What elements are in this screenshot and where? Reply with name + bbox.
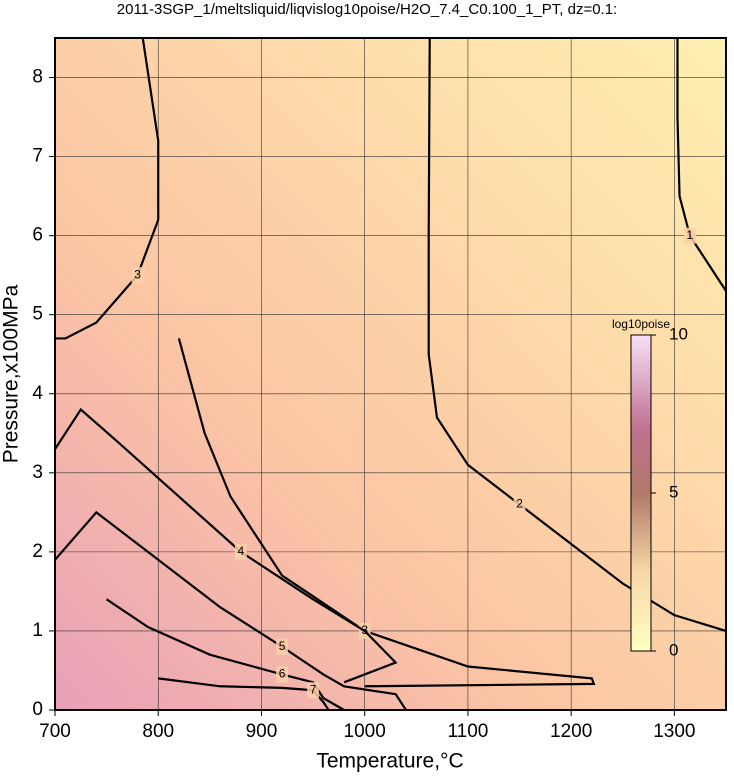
grid	[54, 38, 726, 711]
y-tick-label: 7	[32, 146, 43, 167]
y-tick-label: 5	[32, 304, 43, 325]
contour-label: 6	[279, 667, 286, 681]
plot-frame	[54, 37, 727, 711]
y-tick-label: 3	[32, 462, 43, 483]
contour-label-bg	[513, 496, 526, 513]
colorbar-scale	[630, 334, 652, 652]
colorbar-tick-label: 5	[669, 482, 678, 501]
x-tick-label: 700	[39, 721, 71, 742]
contour-label: 4	[237, 544, 244, 558]
x-axis-label: Temperature,°C	[316, 750, 463, 773]
colorbar-tick-label: 10	[669, 324, 688, 343]
contour-label-bg	[276, 666, 289, 683]
x-tick-label: 1300	[653, 721, 695, 742]
contour-line	[676, 38, 727, 292]
y-tick-label: 6	[32, 225, 43, 246]
contour-label-bg	[683, 227, 696, 244]
x-tick-label: 1000	[344, 721, 386, 742]
y-tick-label: 8	[32, 67, 43, 88]
contour-label: 2	[516, 497, 523, 511]
contour-label: 3	[134, 267, 141, 281]
contour-label: 1	[687, 228, 694, 242]
x-tick-label: 1100	[447, 721, 488, 742]
contour-line	[158, 677, 330, 711]
x-tick-label: 800	[142, 721, 174, 742]
chart-title: 2011-3SGP_1/meltsliquid/liqvislog10poise…	[117, 1, 617, 18]
x-tick-label: 1200	[550, 721, 592, 742]
y-tick-label: 0	[32, 699, 43, 720]
x-tick-label: 900	[246, 721, 278, 742]
contour-label-bg	[307, 682, 320, 699]
plot-background	[55, 38, 726, 710]
colorbar-tick-label: 0	[669, 640, 678, 659]
contour-label: 7	[310, 682, 317, 696]
colorbar-label: log10poise	[612, 317, 670, 331]
y-tick-label: 4	[32, 383, 43, 404]
colorbar: log10poise 0 5 10	[612, 317, 688, 659]
y-tick-label: 1	[32, 620, 43, 641]
y-tick-label: 2	[32, 541, 43, 562]
contour-label-bg	[131, 267, 144, 284]
y-axis-label: Pressure,x100MPa	[0, 284, 23, 463]
contour-label-bg	[276, 638, 289, 655]
contour-label: 5	[279, 639, 286, 653]
contour-label-bg	[234, 543, 247, 560]
